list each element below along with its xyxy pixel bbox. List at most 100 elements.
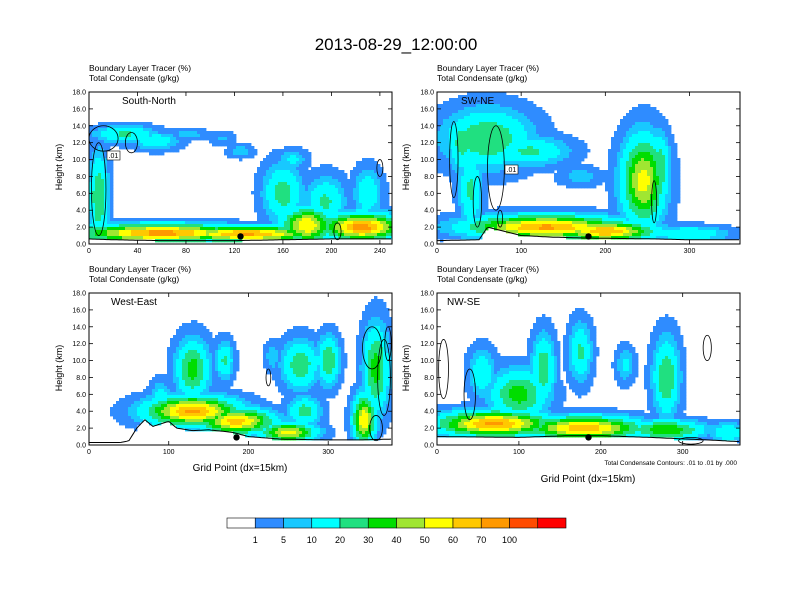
tracer-cell (209, 233, 213, 237)
tracer-cell (635, 113, 639, 117)
x-tick-label: 80 (182, 248, 190, 255)
tracer-cell (377, 173, 381, 177)
tracer-cell (662, 131, 666, 135)
tracer-cell (638, 161, 642, 165)
tracer-cell (269, 176, 273, 180)
tracer-cell (302, 170, 306, 174)
tracer-cell (617, 161, 621, 165)
tracer-cell (161, 221, 165, 225)
tracer-cell (197, 134, 201, 138)
tracer-cell (512, 206, 516, 210)
tracer-cell (260, 197, 264, 201)
tracer-cell (110, 173, 114, 177)
tracer-cell (149, 128, 153, 132)
tracer-cell (638, 128, 642, 132)
tracer-cell (587, 215, 591, 219)
tracer-cell (452, 170, 456, 174)
tracer-cell (452, 155, 456, 159)
tracer-cell (92, 218, 96, 222)
tracer-cell (380, 233, 384, 237)
tracer-cell (461, 146, 465, 150)
tracer-cell (323, 173, 327, 177)
tracer-cell (101, 236, 105, 240)
tracer-cell (278, 182, 282, 186)
tracer-cell (461, 215, 465, 219)
tracer-cell (380, 200, 384, 204)
tracer-cell (467, 188, 471, 192)
tracer-cell (368, 161, 372, 165)
tracer-cell (518, 170, 522, 174)
tracer-cell (128, 128, 132, 132)
tracer-cell (560, 182, 564, 186)
tracer-cell (170, 224, 174, 228)
tracer-cell (278, 152, 282, 156)
tracer-cell (509, 104, 513, 108)
tracer-cell (566, 215, 570, 219)
tracer-cell (548, 212, 552, 216)
tracer-cell (662, 182, 666, 186)
tracer-cell (518, 209, 522, 213)
tracer-cell (476, 194, 480, 198)
tracer-cell (113, 233, 117, 237)
tracer-cell (338, 206, 342, 210)
tracer-cell (371, 209, 375, 213)
tracer-cell (653, 128, 657, 132)
tracer-cell (380, 218, 384, 222)
tracer-cell (506, 116, 510, 120)
tracer-cell (635, 164, 639, 168)
tracer-cell (236, 155, 240, 159)
tracer-cell (149, 134, 153, 138)
tracer-cell (257, 224, 261, 228)
tracer-cell (485, 215, 489, 219)
tracer-cell (308, 188, 312, 192)
tracer-cell (623, 173, 627, 177)
tracer-cell (338, 200, 342, 204)
tracer-cell (266, 194, 270, 198)
tracer-cell (638, 137, 642, 141)
tracer-cell (275, 227, 279, 231)
tracer-cell (443, 164, 447, 168)
tracer-cell (473, 185, 477, 189)
tracer-cell (482, 197, 486, 201)
tracer-cell (584, 173, 588, 177)
tracer-cell (215, 140, 219, 144)
tracer-cell (593, 209, 597, 213)
tracer-cell (383, 200, 387, 204)
tracer-cell (323, 203, 327, 207)
tracer-cell (290, 164, 294, 168)
tracer-cell (566, 218, 570, 222)
tracer-cell (290, 188, 294, 192)
tracer-cell (353, 218, 357, 222)
tracer-cell (281, 164, 285, 168)
tracer-cell (656, 236, 660, 240)
tracer-cell (524, 158, 528, 162)
tracer-cell (620, 164, 624, 168)
tracer-cell (488, 101, 492, 105)
tracer-cell (602, 170, 606, 174)
tracer-cell (518, 212, 522, 216)
tracer-cell (98, 161, 102, 165)
tracer-cell (575, 164, 579, 168)
tracer-cell (449, 164, 453, 168)
tracer-cell (269, 188, 273, 192)
tracer-cell (206, 230, 210, 234)
tracer-cell (626, 128, 630, 132)
tracer-cell (251, 230, 255, 234)
tracer-cell (479, 113, 483, 117)
tracer-cell (458, 233, 462, 237)
tracer-cell (356, 221, 360, 225)
tracer-cell (353, 191, 357, 195)
tracer-cell (473, 143, 477, 147)
tracer-cell (89, 236, 93, 240)
tracer-cell (542, 233, 546, 237)
tracer-cell (503, 125, 507, 129)
tracer-cell (269, 197, 273, 201)
tracer-cell (611, 182, 615, 186)
tracer-cell (647, 236, 651, 240)
tracer-cell (572, 152, 576, 156)
tracer-cell (293, 149, 297, 153)
tracer-cell (305, 233, 309, 237)
tracer-cell (107, 221, 111, 225)
tracer-cell (308, 218, 312, 222)
tracer-cell (635, 158, 639, 162)
